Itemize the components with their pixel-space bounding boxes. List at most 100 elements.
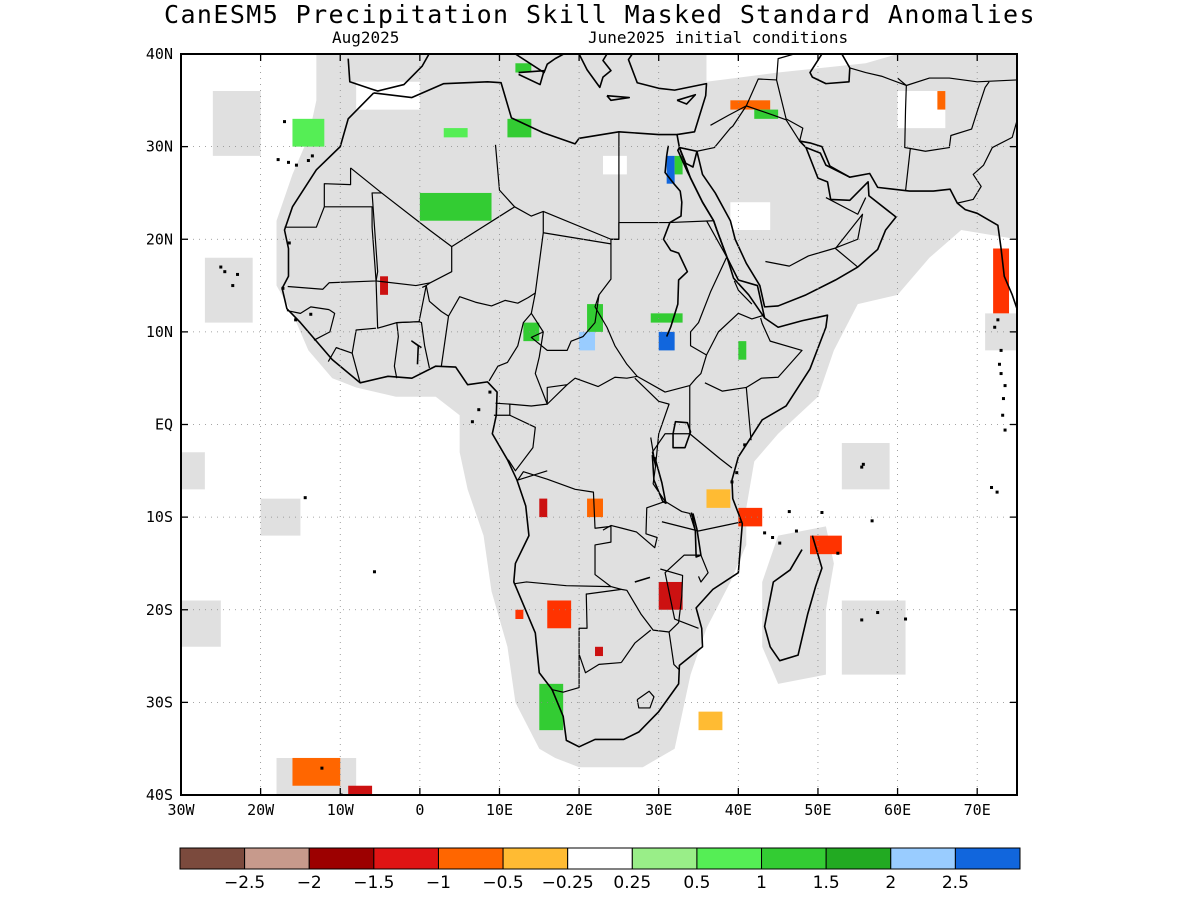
colorbar-label: −1 xyxy=(426,873,451,893)
coastlines xyxy=(219,54,1017,795)
mask-region-10 xyxy=(985,313,1017,351)
border-6 xyxy=(425,211,544,317)
y-tick-label: 10N xyxy=(146,323,173,341)
nile-river xyxy=(662,145,689,337)
island-19 xyxy=(488,390,492,394)
y-tick-label: 10S xyxy=(146,508,173,526)
island-17 xyxy=(470,420,474,424)
anomaly-patch-17 xyxy=(738,341,747,360)
anomaly-patch-19 xyxy=(587,498,603,518)
island-14 xyxy=(861,462,865,466)
mask-region-0 xyxy=(276,54,1017,768)
island-34 xyxy=(730,480,734,484)
border-34 xyxy=(636,690,655,709)
border-36 xyxy=(705,220,728,259)
anomaly-patch-11 xyxy=(380,276,389,295)
colorbar-swatch xyxy=(308,847,375,870)
border-26 xyxy=(689,433,733,469)
anomaly-patch-12 xyxy=(523,322,540,342)
x-tick-label: 60E xyxy=(884,801,911,819)
lake-kariba xyxy=(634,576,651,583)
mask-region-2 xyxy=(212,91,261,156)
x-tick-label: 30E xyxy=(645,801,672,819)
red-sea-coast xyxy=(677,147,766,319)
border-29 xyxy=(745,317,803,388)
border-45 xyxy=(910,81,990,152)
colorbar-label: −2 xyxy=(297,873,322,893)
anomaly-patch-21 xyxy=(738,507,763,527)
x-tick-label: 0 xyxy=(415,801,424,819)
border-4 xyxy=(594,131,727,393)
border-5 xyxy=(451,206,515,248)
island-11 xyxy=(771,536,775,540)
island-40 xyxy=(870,519,874,523)
border-3 xyxy=(494,144,714,240)
border-20 xyxy=(507,414,536,472)
island-37 xyxy=(320,766,324,770)
anomaly-patch-10 xyxy=(993,248,1010,314)
colorbar-swatch xyxy=(437,847,504,870)
anomaly-patch-2 xyxy=(515,63,532,73)
y-tick-label: 40S xyxy=(146,786,173,804)
border-17 xyxy=(313,309,336,341)
colorbar-swatch xyxy=(696,847,763,870)
border-10 xyxy=(488,312,532,382)
island-35 xyxy=(372,570,376,574)
anomaly-patch-18 xyxy=(539,498,548,518)
island-3 xyxy=(219,265,223,269)
border-19 xyxy=(509,384,568,407)
anomaly-patch-27 xyxy=(539,683,564,731)
colorbar-swatch xyxy=(567,847,633,870)
colorbar-swatch xyxy=(761,847,827,870)
island-29 xyxy=(995,490,999,494)
anomaly-patch-4 xyxy=(419,192,492,221)
border-22 xyxy=(513,581,611,588)
initial-conditions: June2025 initial conditions xyxy=(588,28,849,47)
island-16 xyxy=(860,618,864,622)
island-8 xyxy=(310,154,314,158)
x-tick-label: 20W xyxy=(247,801,275,819)
island-44 xyxy=(904,617,908,621)
x-tick-label: 70E xyxy=(964,801,991,819)
anomaly-patch-23 xyxy=(658,581,683,610)
colorbar-swatch xyxy=(179,847,246,870)
madagascar-coast xyxy=(763,535,823,662)
iberia-coast xyxy=(347,54,430,92)
colorbar-label: 2.5 xyxy=(942,873,969,893)
colorbar-swatch xyxy=(244,847,310,870)
mask-region-1 xyxy=(762,526,834,684)
border-23 xyxy=(650,385,691,467)
crete-coast xyxy=(606,94,631,102)
island-25 xyxy=(993,325,997,329)
island-36 xyxy=(303,496,307,500)
mask-hole-1 xyxy=(356,81,420,110)
x-tick-label: 30W xyxy=(167,801,195,819)
greece-coast xyxy=(578,54,612,89)
island-13 xyxy=(860,465,864,469)
island-24 xyxy=(999,348,1003,352)
anomaly-patch-14 xyxy=(587,304,603,332)
island-12 xyxy=(778,541,782,545)
border-40 xyxy=(705,312,764,356)
border-7 xyxy=(543,232,612,245)
colorbar-swatch xyxy=(825,847,892,870)
colorbar-label: −1.5 xyxy=(353,873,394,893)
border-16 xyxy=(327,347,353,362)
border-43 xyxy=(825,197,867,215)
colorbar-label: 1.5 xyxy=(813,873,840,893)
island-32 xyxy=(743,443,747,447)
island-23 xyxy=(997,362,1001,366)
island-2 xyxy=(236,272,240,276)
border-47 xyxy=(841,54,1017,87)
island-43 xyxy=(820,510,824,514)
anomaly-patch-3 xyxy=(443,128,468,138)
anomaly-patch-29 xyxy=(292,757,341,786)
x-tick-label: 50E xyxy=(804,801,831,819)
island-30 xyxy=(990,485,994,489)
island-20 xyxy=(1003,384,1007,388)
mask-region-9 xyxy=(841,600,906,675)
mask-hole-0 xyxy=(730,202,771,230)
border-13 xyxy=(351,327,377,383)
x-tick-label: 20E xyxy=(566,801,593,819)
